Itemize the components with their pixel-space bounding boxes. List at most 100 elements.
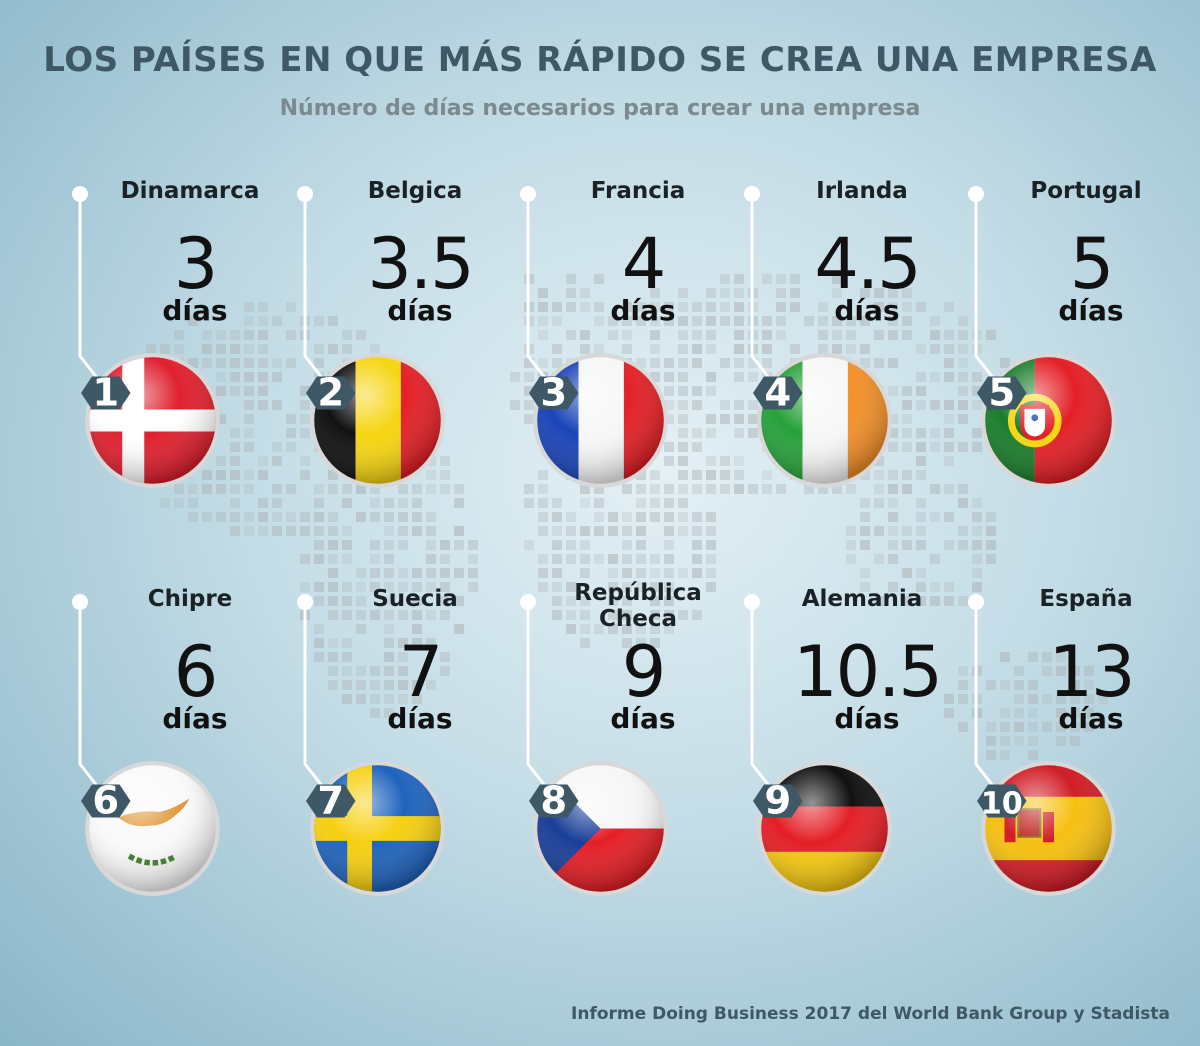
map-dot: [370, 680, 380, 690]
source-note: Informe Doing Business 2017 del World Ba…: [571, 1004, 1170, 1024]
map-dot: [160, 344, 170, 354]
map-dot: [566, 582, 576, 592]
map-dot: [216, 456, 226, 466]
map-dot: [594, 274, 604, 284]
map-dot: [1084, 722, 1094, 732]
map-dot: [678, 386, 688, 396]
map-dot: [454, 540, 464, 550]
map-dot: [846, 484, 856, 494]
map-dot: [874, 470, 884, 480]
map-dot: [300, 414, 310, 424]
map-dot: [664, 414, 674, 424]
map-dot: [636, 316, 646, 326]
map-dot: [370, 540, 380, 550]
map-dot: [230, 358, 240, 368]
map-dot: [1098, 694, 1108, 704]
map-dot: [958, 680, 968, 690]
map-dot: [1042, 722, 1052, 732]
map-dot: [720, 414, 730, 424]
map-dot: [146, 344, 156, 354]
map-dot: [706, 344, 716, 354]
map-dot: [706, 470, 716, 480]
map-dot: [916, 568, 926, 578]
map-dot: [342, 652, 352, 662]
map-dot: [944, 414, 954, 424]
map-dot: [916, 442, 926, 452]
map-dot: [314, 484, 324, 494]
map-dot: [356, 512, 366, 522]
map-dot: [1056, 736, 1066, 746]
map-dot: [916, 596, 926, 606]
map-dot: [188, 484, 198, 494]
map-dot: [846, 330, 856, 340]
map-dot: [902, 386, 912, 396]
map-dot: [300, 526, 310, 536]
map-dot: [986, 526, 996, 536]
map-dot: [230, 386, 240, 396]
map-dot: [384, 498, 394, 508]
map-dot: [846, 344, 856, 354]
map-dot: [608, 568, 618, 578]
map-dot: [664, 512, 674, 522]
map-dot: [216, 386, 226, 396]
map-dot: [454, 484, 464, 494]
map-dot: [720, 456, 730, 466]
map-dot: [818, 484, 828, 494]
map-dot: [342, 526, 352, 536]
map-dot: [426, 568, 436, 578]
map-dot: [692, 330, 702, 340]
map-dot: [1056, 708, 1066, 718]
country-card: Suecia 7 días 7: [295, 586, 510, 956]
map-dot: [272, 526, 282, 536]
map-dot: [356, 582, 366, 592]
map-dot: [468, 554, 478, 564]
map-dot: [230, 428, 240, 438]
map-dot: [818, 316, 828, 326]
map-dot: [552, 554, 562, 564]
map-dot: [888, 288, 898, 298]
map-dot: [510, 400, 520, 410]
germany-flag-icon: 9: [753, 761, 892, 896]
map-dot: [272, 316, 282, 326]
map-dot: [902, 540, 912, 550]
page-title: LOS PAÍSES EN QUE MÁS RÁPIDO SE CREA UNA…: [43, 40, 1157, 80]
map-dot: [790, 302, 800, 312]
map-dot: [734, 484, 744, 494]
map-dot: [216, 358, 226, 368]
map-dot: [692, 302, 702, 312]
days-unit: días: [162, 294, 228, 327]
map-dot: [1084, 680, 1094, 690]
map-dot: [706, 386, 716, 396]
map-dot: [566, 526, 576, 536]
map-dot: [790, 274, 800, 284]
map-dot: [678, 526, 688, 536]
map-dot: [398, 568, 408, 578]
map-dot: [552, 568, 562, 578]
map-dot: [972, 498, 982, 508]
map-dot: [426, 484, 436, 494]
map-dot: [944, 484, 954, 494]
map-dot: [538, 484, 548, 494]
map-dot: [1014, 736, 1024, 746]
map-dot: [706, 582, 716, 592]
map-dot: [188, 316, 198, 326]
map-dot: [314, 512, 324, 522]
map-dot: [356, 330, 366, 340]
map-dot: [902, 330, 912, 340]
map-dot: [426, 512, 436, 522]
map-dot: [846, 554, 856, 564]
map-dot: [1042, 666, 1052, 676]
map-dot: [286, 484, 296, 494]
map-dot: [328, 540, 338, 550]
map-dot: [650, 288, 660, 298]
map-dot: [860, 358, 870, 368]
map-dot: [636, 302, 646, 312]
map-dot: [580, 638, 590, 648]
map-dot: [552, 526, 562, 536]
map-dot: [916, 428, 926, 438]
map-dot: [818, 330, 828, 340]
map-dot: [678, 428, 688, 438]
map-dot: [230, 442, 240, 452]
map-dot: [272, 498, 282, 508]
cyprus-flag-icon: 6: [81, 761, 220, 896]
